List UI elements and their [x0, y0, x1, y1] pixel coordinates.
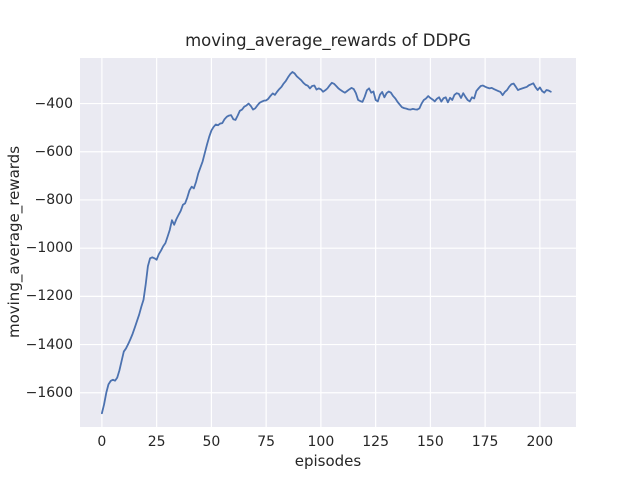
x-tick-label: 25: [147, 434, 166, 450]
y-tick-label: −1400: [25, 336, 73, 353]
y-tick-label: −400: [34, 95, 73, 112]
y-tick-label: −800: [34, 191, 73, 208]
y-tick-label: −1200: [25, 288, 73, 305]
y-tick-label: −600: [34, 143, 73, 160]
chart-title: moving_average_rewards of DDPG: [185, 31, 471, 50]
y-tick-label: −1600: [25, 384, 73, 401]
x-axis-label: episodes: [294, 452, 362, 470]
reward-line: [100, 71, 552, 415]
x-tick-label: 125: [362, 434, 389, 450]
x-tick-label: 75: [257, 434, 276, 450]
axes-background: [80, 58, 576, 427]
x-tick-label: 0: [97, 434, 107, 450]
y-tick-label: −1000: [25, 240, 73, 257]
x-tick-label: 100: [307, 434, 335, 450]
x-tick-label: 200: [526, 434, 554, 450]
x-tick-label: 175: [471, 434, 499, 450]
plot-area: [80, 58, 576, 427]
x-tick-label: 150: [417, 434, 444, 450]
plot-canvas: [80, 58, 576, 427]
x-tick-label: 50: [202, 434, 221, 450]
